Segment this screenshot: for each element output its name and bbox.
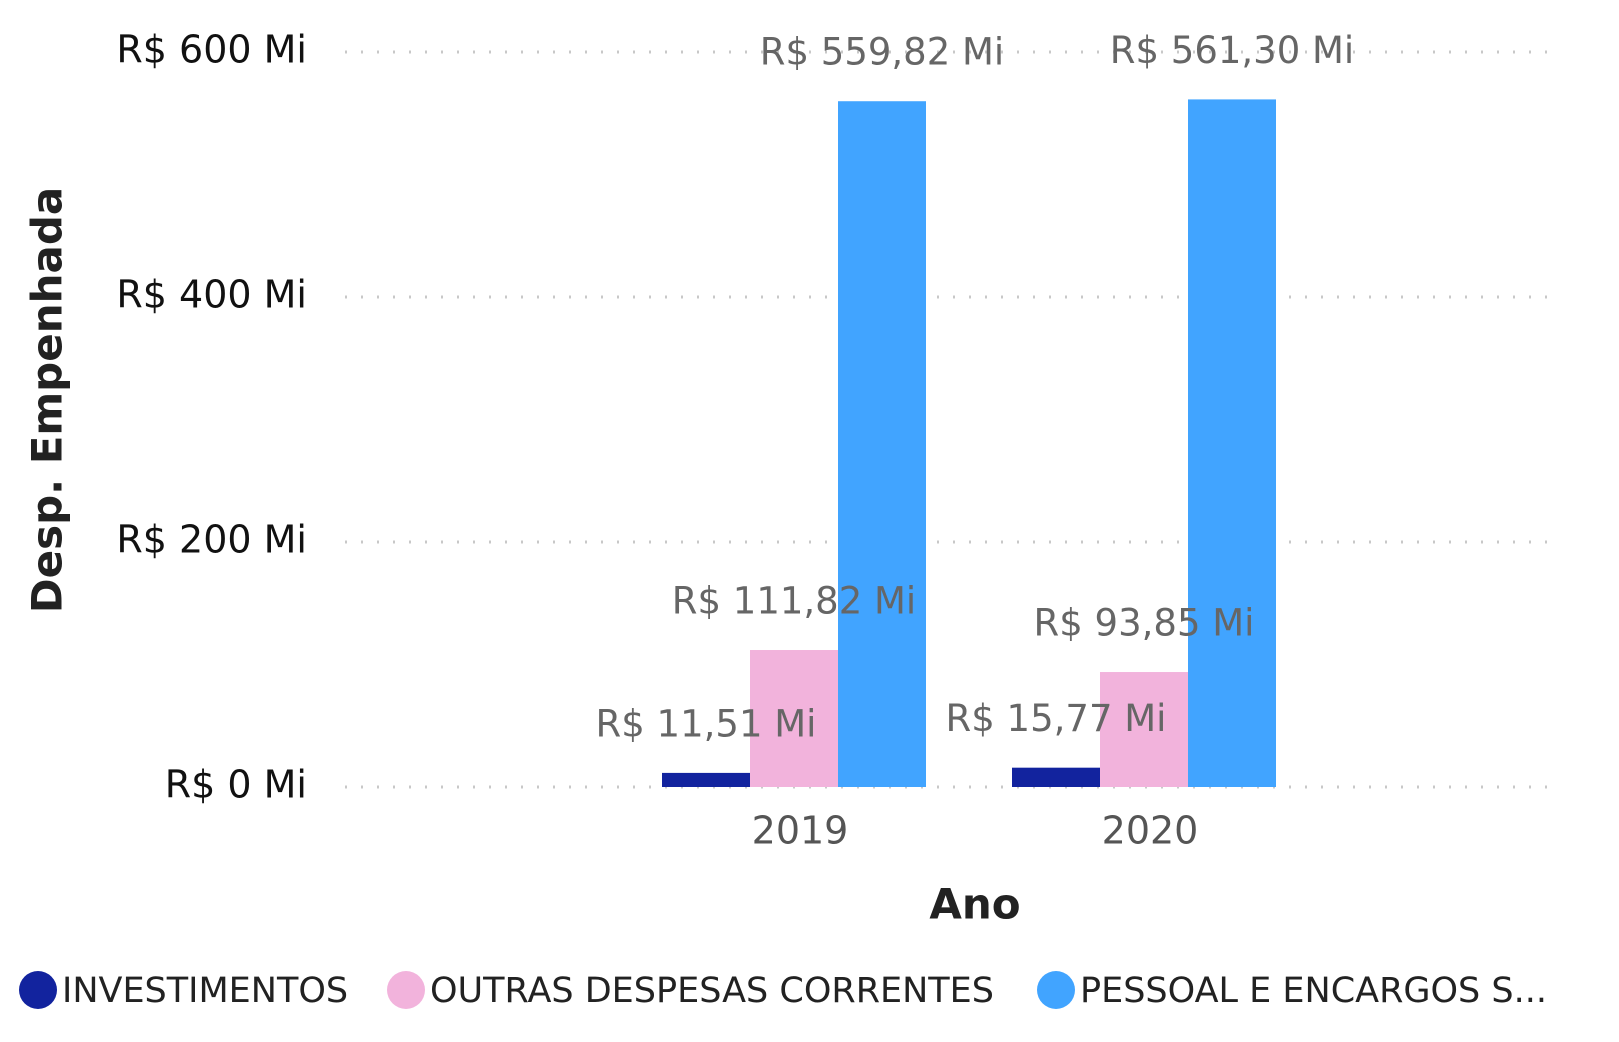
y-tick-label: R$ 200 Mi (116, 518, 307, 562)
value-label: R$ 93,85 Mi (1034, 602, 1255, 645)
y-tick-label: R$ 600 Mi (116, 28, 307, 72)
value-label: R$ 111,82 Mi (672, 580, 916, 623)
x-tick-label: 2020 (1102, 809, 1199, 853)
value-label: R$ 11,51 Mi (596, 702, 817, 745)
bar (1012, 768, 1100, 787)
y-tick-label: R$ 400 Mi (116, 273, 307, 317)
x-axis-title: Ano (929, 880, 1020, 929)
value-label: R$ 15,77 Mi (946, 697, 1167, 740)
bar (838, 101, 926, 787)
x-tick-label: 2019 (752, 809, 849, 853)
legend-marker (1037, 971, 1075, 1009)
y-axis-title: Desp. Empenhada (23, 187, 72, 614)
value-label: R$ 561,30 Mi (1110, 29, 1354, 72)
y-tick-label: R$ 0 Mi (165, 763, 307, 807)
bar (1188, 99, 1276, 787)
legend-marker (387, 971, 425, 1009)
legend-marker (19, 971, 57, 1009)
legend-label: OUTRAS DESPESAS CORRENTES (430, 971, 994, 1011)
legend-label: INVESTIMENTOS (62, 971, 348, 1011)
legend-label: PESSOAL E ENCARGOS S... (1080, 971, 1547, 1011)
value-label: R$ 559,82 Mi (760, 31, 1004, 74)
chart: Desp. Empenhada Ano R$ 0 Mi R$ 200 Mi R$ 4… (0, 0, 1619, 1042)
bar (662, 773, 750, 787)
